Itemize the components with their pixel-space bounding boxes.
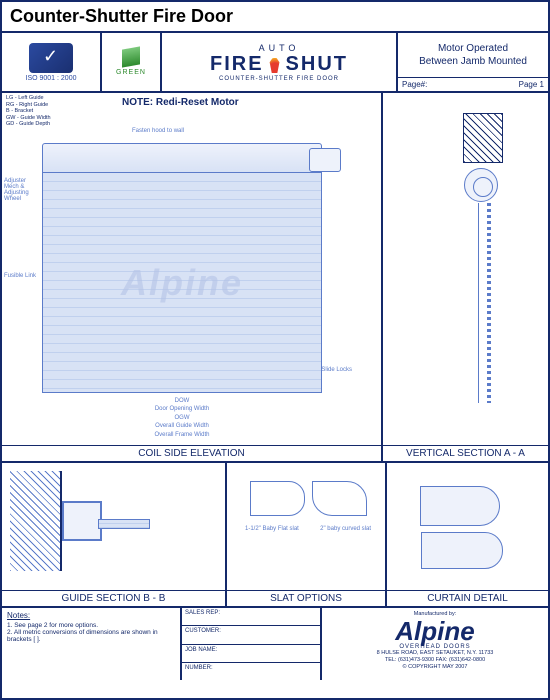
manufacturer-box: Manufactured by: Alpine OVERHEAD DOORS 8… [322, 608, 548, 680]
footer-row: Notes: 1. See page 2 for more options. 2… [2, 608, 548, 680]
slat-curved-icon [312, 481, 367, 516]
green-cube-icon [122, 46, 140, 67]
mfr-addr: 8 HULSE ROAD, EAST SETAUKET, N.Y. 11733 [325, 650, 545, 657]
green-label: GREEN [116, 69, 146, 76]
brand-sub: COUNTER-SHUTTER FIRE DOOR [219, 76, 339, 82]
spec-line1: Motor Operated [438, 43, 508, 54]
dim-ogw: OGW Overall Guide Width [155, 415, 209, 429]
spec-box: Motor Operated Between Jamb Mounted Page… [398, 33, 548, 91]
form-number: NUMBER: [182, 663, 320, 680]
brand-shut: SHUT [286, 53, 348, 76]
vertical-section-panel: WALL COIL VERTICAL SECTION A - A [383, 93, 548, 461]
legend-lg: LG - Left Guide [6, 95, 51, 102]
dim-ofw: Overall Frame Width [154, 432, 209, 438]
slat-drawing: 1-1/2" Baby Flat slat 2" baby curved sla… [235, 471, 377, 584]
form-jobname: JOB NAME: [182, 645, 320, 663]
notes-box: Notes: 1. See page 2 for more options. 2… [2, 608, 182, 680]
dim-labels: DOW Door Opening Width OGW Overall Guide… [42, 397, 322, 439]
iso-badge-icon [29, 43, 73, 73]
green-box: GREEN [102, 33, 162, 91]
flame-icon [268, 55, 282, 73]
mfr-copy: © COPYRIGHT MAY 2007 [325, 664, 545, 671]
page-num-row: Page#: Page 1 [398, 77, 548, 91]
label-guide-section: GUIDE SECTION B - B [2, 590, 225, 606]
page-label: Page#: [402, 80, 427, 89]
main-drawing-area: LG - Left Guide RG - Right Guide B - Bra… [2, 93, 548, 463]
label-coil-elevation: COIL SIDE ELEVATION [2, 445, 381, 461]
form-box: SALES REP: CUSTOMER: JOB NAME: NUMBER: [182, 608, 322, 680]
form-customer: CUSTOMER: [182, 626, 320, 644]
guide-section-panel: GUIDE SECTION B - B [2, 463, 227, 606]
guide-wall-icon [10, 471, 60, 571]
vertical-section-drawing [413, 113, 523, 433]
brand-main: FIRE SHUT [210, 53, 348, 76]
curtain-roll-icon [420, 486, 500, 526]
coil-elevation-panel: LG - Left Guide RG - Right Guide B - Bra… [2, 93, 383, 461]
callout-adjuster: Adjuster Mech & Adjusting Wheel [4, 178, 40, 202]
brand-fire: FIRE [210, 53, 264, 76]
hood-icon [42, 143, 322, 173]
curtain-detail-panel: CURTAIN DETAIL [387, 463, 548, 606]
shutter-drawing: Fasten hood to wall Adjuster Mech & Adju… [42, 143, 322, 423]
slat-flat-label: 1-1/2" Baby Flat slat [245, 526, 299, 532]
slats-icon: Alpine [42, 173, 322, 393]
legend-gw: GW - Guide Width [6, 115, 51, 122]
legend-box: LG - Left Guide RG - Right Guide B - Bra… [6, 95, 51, 128]
note-1: 1. See page 2 for more options. [7, 622, 175, 629]
dim-dow: DOW Door Opening Width [155, 398, 209, 412]
vtrack2-icon [478, 203, 479, 403]
legend-gd: GD - Guide Depth [6, 121, 51, 128]
label-curtain-detail: CURTAIN DETAIL [387, 590, 548, 606]
legend-rg: RG - Right Guide [6, 102, 51, 109]
form-salesrep: SALES REP: [182, 608, 320, 626]
callout-fusible: Fusible Link [4, 273, 36, 279]
alpine-logo: Alpine [325, 618, 545, 644]
label-slat-options: SLAT OPTIONS [227, 590, 385, 606]
iso-cert-box: ISO 9001 : 2000 [2, 33, 102, 91]
slat-options-panel: 1-1/2" Baby Flat slat 2" baby curved sla… [227, 463, 387, 606]
legend-b: B - Bracket [6, 108, 51, 115]
slat-flat-icon [250, 481, 305, 516]
drawing-page: Counter-Shutter Fire Door ISO 9001 : 200… [0, 0, 550, 700]
wall-hatch-icon [463, 113, 503, 163]
page-value: Page 1 [519, 80, 544, 89]
notes-title: Notes: [7, 611, 175, 620]
header-row: ISO 9001 : 2000 GREEN AUTO FIRE SHUT COU… [2, 33, 548, 93]
callout-fasten: Fasten hood to wall [132, 128, 184, 134]
label-vertical-section: VERTICAL SECTION A - A [383, 445, 548, 461]
note-redi-reset: NOTE: Redi-Reset Motor [122, 97, 239, 108]
watermark: Alpine [121, 262, 243, 304]
spec-line2: Between Jamb Mounted [419, 56, 527, 67]
detail-row: GUIDE SECTION B - B 1-1/2" Baby Flat sla… [2, 463, 548, 608]
iso-label: ISO 9001 : 2000 [26, 75, 77, 82]
callout-slidelocks: Slide Locks [321, 367, 352, 373]
coil-circle-icon [464, 168, 498, 202]
note-2: 2. All metric conversions of dimensions … [7, 629, 175, 643]
spec-title: Motor Operated Between Jamb Mounted [398, 33, 548, 77]
brand-box: AUTO FIRE SHUT COUNTER-SHUTTER FIRE DOOR [162, 33, 398, 91]
guide-rect-icon [62, 501, 102, 541]
curtain-drawing [395, 471, 540, 584]
brand-top: AUTO [259, 43, 300, 53]
page-title: Counter-Shutter Fire Door [2, 2, 548, 33]
guide-drawing [10, 471, 217, 584]
vtrack-icon [487, 203, 491, 403]
slat-curved-label: 2" baby curved slat [320, 526, 371, 532]
